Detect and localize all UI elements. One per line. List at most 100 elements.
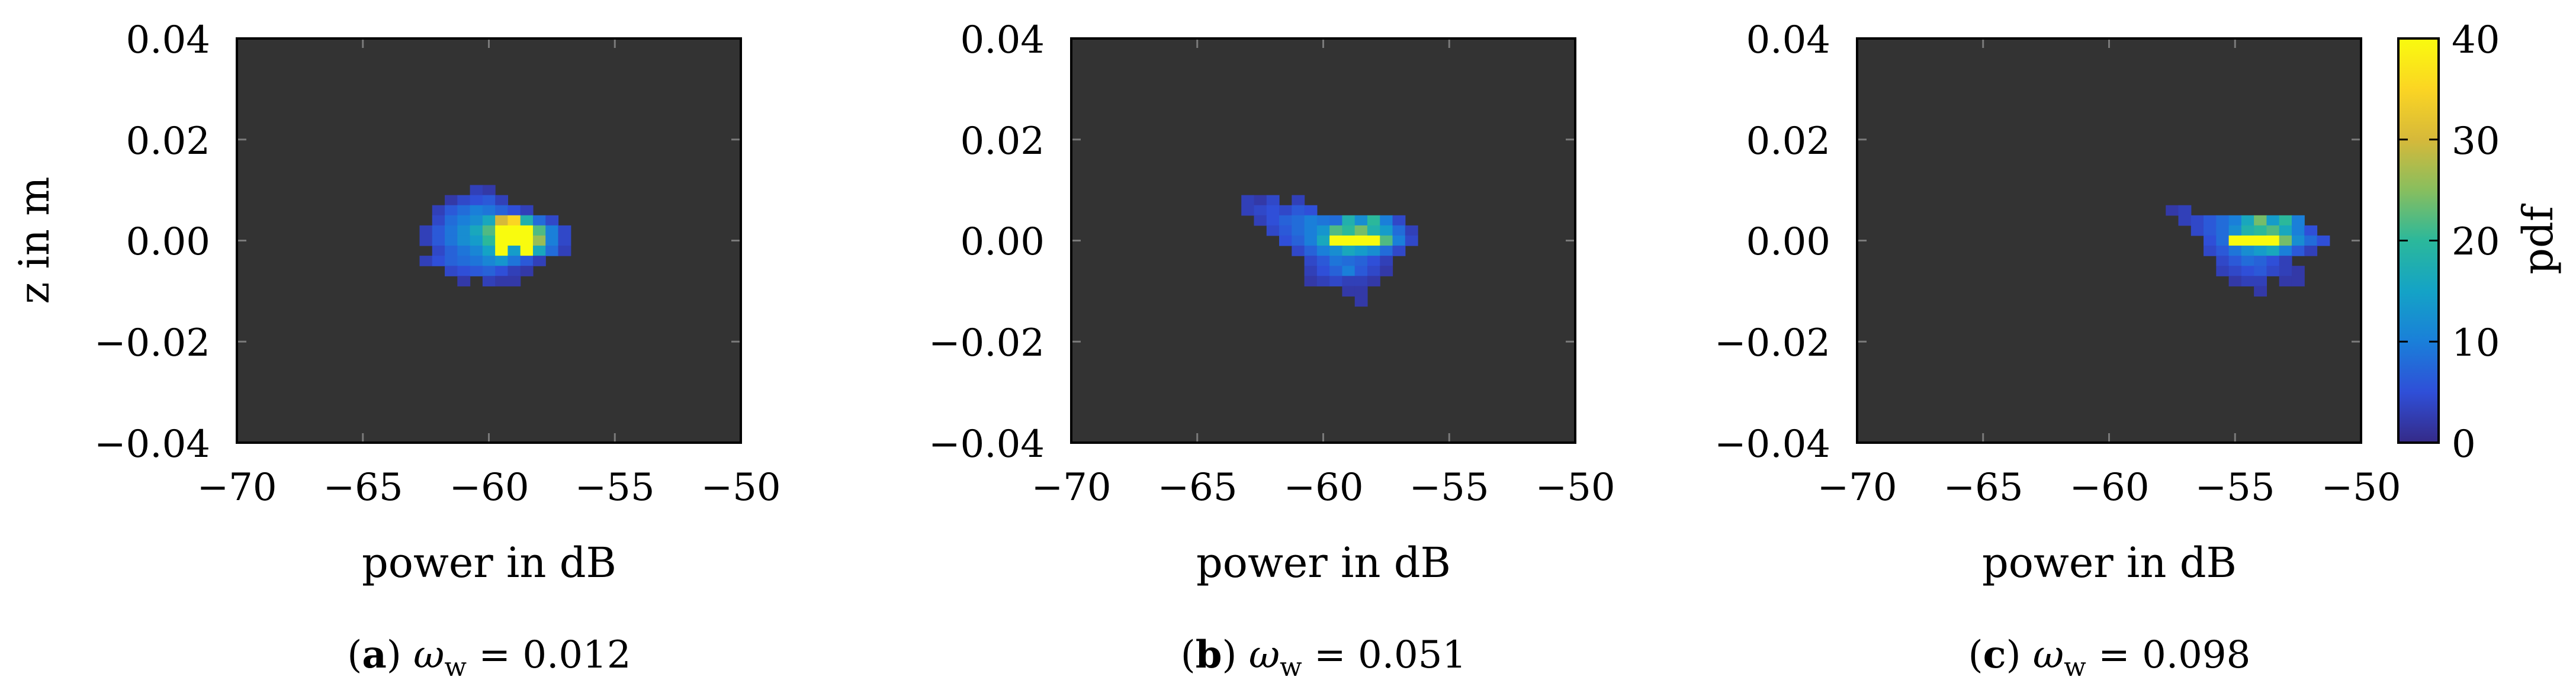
heatmap-cell [520,266,534,276]
heatmap-cell [2266,266,2280,276]
heatmap-cell [2241,266,2254,276]
xtick-label: −60 [1283,466,1363,510]
heatmap-cell [2279,246,2292,256]
heatmap-cell [2279,276,2292,286]
heatmap-cell [520,225,534,236]
heatmap-cell [457,225,471,236]
xtick-label: −55 [2195,466,2275,510]
heatmap-cell [445,215,458,226]
heatmap-cell [2216,215,2230,226]
heatmap-cell [432,225,445,236]
heatmap-cell [457,235,471,246]
heatmap-cell [2216,246,2230,256]
heatmap-cell [520,246,534,256]
heatmap-cell [532,256,546,266]
heatmap-cell [1304,246,1318,256]
heatmap-cell [2216,235,2230,246]
heatmap-cell [1304,215,1318,226]
heatmap-cell [1316,266,1330,276]
heatmap-cell [482,205,496,216]
heatmap-cell [545,246,559,256]
heatmap-cell [445,246,458,256]
heatmap-cell [2228,225,2242,236]
heatmap-cell [558,246,571,256]
heatmap-cell [2254,235,2267,246]
heatmap-cell [2204,215,2217,226]
heatmap-cell [1367,225,1380,236]
heatmap-cell [1304,205,1318,216]
caption-b: (b) ωw = 0.051 [1181,633,1466,682]
heatmap-cell [2228,256,2242,266]
heatmap-cell [1367,256,1380,266]
heatmap-cell [445,235,458,246]
heatmap-cell [1329,215,1343,226]
heatmap-cell [1254,215,1267,226]
heatmap-cell [2254,256,2267,266]
heatmap-cell [1342,256,1356,266]
ytick-label: 0.04 [1746,18,1831,62]
heatmap-cell [1304,225,1318,236]
heatmap-cell [2266,225,2280,236]
heatmap-cell [2241,225,2254,236]
heatmap-cell [508,266,521,276]
heatmap-cell [482,246,496,256]
heatmap-cell [2254,286,2267,297]
heatmap-cell [520,256,534,266]
heatmap-cell [457,256,471,266]
heatmap-cell [1329,256,1343,266]
heatmap-cell [2204,225,2217,236]
heatmap-cell [2254,215,2267,226]
heatmap-cell [445,266,458,276]
heatmap-cell [532,225,546,236]
heatmap-cell [1316,235,1330,246]
plot-frame-b [1070,37,1576,444]
heatmap-cell [1329,266,1343,276]
heatmap-cell [495,205,509,216]
ytick-label: 0.04 [961,18,1045,62]
heatmap-cell [2254,276,2267,286]
x-axis-label: power in dB [362,539,616,587]
heatmap-cell [495,246,509,256]
heatmap-cell [2228,266,2242,276]
heatmap-cell [2228,246,2242,256]
heatmap-cell [1342,276,1356,286]
heatmap-cell [457,195,471,206]
heatmap-cell [508,235,521,246]
heatmap-cell [1392,215,1406,226]
heatmap-cell [520,235,534,246]
heatmap-cell [1316,246,1330,256]
heatmap-cell [2291,235,2305,246]
ytick-label: 0.00 [1746,220,1831,264]
heatmap-cell [2279,266,2292,276]
heatmap-cell [2216,256,2230,266]
heatmap-cell [1279,225,1292,236]
heatmap-cell [1292,246,1305,256]
heatmap-cell [482,276,496,286]
heatmap-cell [457,266,471,276]
heatmap-cell [470,215,483,226]
ytick-label: −0.02 [94,321,210,365]
caption-a: (a) ωw = 0.012 [347,633,631,682]
heatmap-cell [1354,225,1368,236]
heatmap-cell [1380,235,1393,246]
heatmap-cell [508,215,521,226]
heatmap-cell [1392,235,1406,246]
ytick-label: 0.02 [1746,120,1831,163]
heatmap-cell [2178,205,2192,216]
heatmap-cell [419,256,433,266]
panel-c: 0.04 0.02 0.00 −0.02 −0.04 −70 −65 −60 −… [1714,18,2401,682]
heatmap-cell [520,215,534,226]
heatmap-cells-b [1241,195,1418,307]
heatmap-cell [495,225,509,236]
heatmap-cell [1329,246,1343,256]
heatmap-cell [2291,266,2305,276]
heatmap-cell [1279,235,1292,246]
heatmap-cell [545,225,559,236]
heatmap-cell [1279,205,1292,216]
heatmap-cell [558,235,571,246]
heatmap-cell [1354,256,1368,266]
heatmap-cell [1316,276,1330,286]
heatmap-cell [2317,235,2330,246]
heatmap-cell [2279,215,2292,226]
heatmap-cell [1354,286,1368,297]
